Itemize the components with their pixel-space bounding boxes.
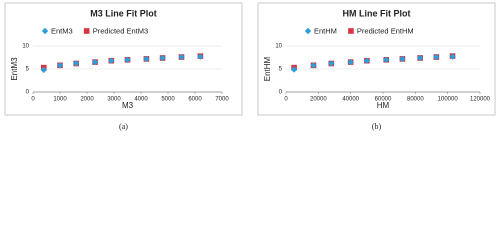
data-point <box>449 53 456 60</box>
x-tick-label: 6000 <box>188 97 202 103</box>
x-tick-label: 100000 <box>438 97 459 103</box>
y-tick-label: 5 <box>26 67 30 73</box>
panel <box>257 2 496 116</box>
x-tick-label: 5000 <box>161 97 175 103</box>
legend-marker <box>348 28 354 34</box>
data-point <box>347 58 354 66</box>
legend-marker <box>304 27 312 35</box>
legend-marker <box>83 28 90 34</box>
chart-title: M3 Line Fit Plot <box>90 8 157 18</box>
x-tick-label: 0 <box>31 97 35 103</box>
data-point <box>56 62 64 69</box>
data-point <box>159 54 166 62</box>
x-tick-label: 60000 <box>375 97 392 103</box>
chart-title: HM Line Fit Plot <box>343 8 411 18</box>
x-tick-label: 7000 <box>215 97 229 103</box>
data-point <box>40 66 47 74</box>
x-tick-label: 4000 <box>134 97 148 103</box>
x-tick-label: 80000 <box>407 97 424 103</box>
x-tick-label: 2000 <box>80 97 94 103</box>
x-axis-label: M3 <box>122 101 134 110</box>
data-point <box>73 60 80 67</box>
x-tick-label: 0 <box>284 97 288 103</box>
x-tick-label: 120000 <box>470 97 491 103</box>
caption: (b) <box>372 122 382 131</box>
y-axis-label: EntHM <box>263 56 272 81</box>
legend-label: EntM3 <box>51 26 73 35</box>
y-tick-label: 10 <box>275 44 282 50</box>
data-point <box>197 53 204 60</box>
y-tick-label: 0 <box>279 90 283 96</box>
data-point <box>290 66 298 73</box>
x-tick-label: 1000 <box>53 97 67 103</box>
data-point <box>143 55 150 63</box>
y-tick-label: 0 <box>26 90 30 96</box>
legend-label: Predicted EntM3 <box>93 26 148 35</box>
x-tick-label: 20000 <box>310 97 327 103</box>
legend-marker <box>41 27 49 35</box>
data-point <box>328 60 335 67</box>
data-point <box>178 53 185 61</box>
figure: M3 Line Fit Plot EntM3 Predicted EntM3 0 5 10… <box>4 2 496 131</box>
panel <box>4 2 243 116</box>
y-tick-label: 10 <box>22 44 29 50</box>
data-point <box>124 56 131 63</box>
data-point <box>310 62 317 69</box>
y-axis-label: EntM3 <box>10 57 19 81</box>
y-tick-label: 5 <box>279 67 283 73</box>
data-point <box>91 58 99 66</box>
data-point <box>363 57 371 64</box>
data-point <box>383 56 390 63</box>
data-point <box>433 53 440 61</box>
data-point <box>416 54 424 62</box>
x-tick-label: 3000 <box>107 97 121 103</box>
x-axis-label: HM <box>377 101 390 110</box>
data-point <box>108 57 115 64</box>
x-tick-label: 40000 <box>342 97 359 103</box>
caption: (a) <box>119 122 128 131</box>
legend-label: Predicted EntHM <box>357 26 414 35</box>
legend-label: EntHM <box>314 26 337 35</box>
data-point <box>399 55 406 63</box>
